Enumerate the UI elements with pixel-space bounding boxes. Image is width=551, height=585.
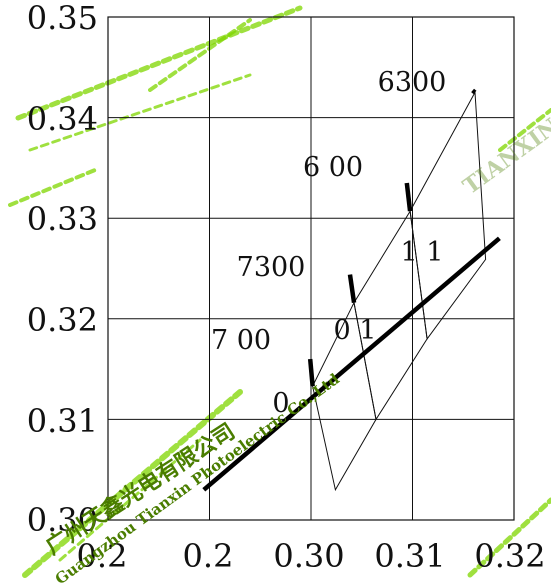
watermark-text-layer: Guangzhou Tianxin Photoelectric Co.,LtdT…: [41, 113, 551, 585]
bin-label: 1 1: [401, 237, 444, 268]
watermark-stroke: [148, 18, 252, 92]
watermark-stroke: [22, 389, 243, 578]
bin-quadrangle: [312, 301, 377, 492]
y-tick-label: 0.34: [27, 100, 98, 138]
watermark-stroke: [58, 438, 202, 562]
cct-tick-mark: [404, 182, 413, 212]
grid-layer: [107, 16, 515, 521]
x-tick-label: 0.32: [474, 537, 545, 575]
y-tick-label: 0.30: [27, 501, 98, 539]
x-tick-label: 0.2: [183, 537, 234, 575]
watermark-stroke: [467, 497, 551, 578]
y-tick-label: 0.33: [27, 200, 98, 238]
cct-label: 7 00: [211, 325, 271, 356]
watermark-stroke: [8, 168, 97, 207]
watermark-stroke: [498, 108, 551, 152]
cct-label: 7300: [237, 252, 306, 283]
bin-label: 0: [272, 388, 289, 419]
bin-label: 0 1: [334, 315, 377, 346]
x-tick-label: 0.2: [77, 537, 128, 575]
cct-tick-layer: [307, 88, 477, 387]
cct-tick-mark: [471, 88, 477, 95]
label-layer: 0.350.340.330.320.310.300.2 0.2 0.30 0.31 0.…: [27, 0, 546, 575]
locus-line: [202, 236, 501, 492]
watermark-stroke: [15, 5, 303, 121]
x-tick-label: 0.30: [273, 537, 344, 575]
x-tick-label: 0.31: [374, 537, 445, 575]
watermark-brand: TIANXIN: [458, 113, 551, 199]
y-tick-label: 0.32: [27, 301, 98, 339]
watermark-stroke: [28, 73, 252, 152]
locus-layer: [202, 236, 501, 492]
y-tick-label: 0.31: [27, 402, 98, 440]
cct-label: 6 00: [303, 152, 363, 183]
y-tick-label: 0.35: [27, 0, 98, 37]
cct-label: 6300: [378, 67, 447, 98]
watermark-layer: [8, 5, 551, 578]
quadrangle-layer: [312, 90, 487, 492]
cct-tick-mark: [307, 358, 315, 387]
cct-tick-mark: [347, 274, 357, 304]
